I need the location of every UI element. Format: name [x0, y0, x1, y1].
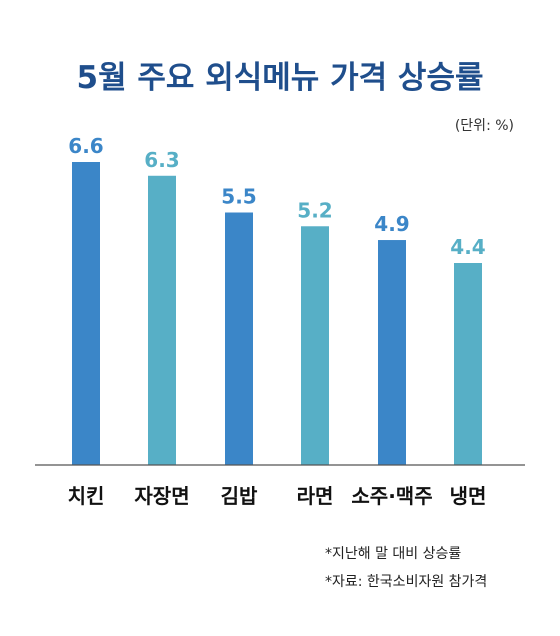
bar-2	[225, 212, 253, 465]
category-label-5: 냉면	[450, 484, 487, 508]
value-label-4: 4.9	[374, 212, 409, 236]
value-label-1: 6.3	[144, 148, 179, 172]
category-label-0: 치킨	[68, 484, 105, 508]
category-label-2: 김밥	[221, 484, 258, 508]
bar-4	[378, 240, 406, 465]
value-label-0: 6.6	[68, 134, 103, 158]
value-label-2: 5.5	[221, 185, 256, 209]
footnote-basis: *지난해 말 대비 상승률	[325, 546, 462, 562]
category-label-3: 라면	[297, 484, 334, 508]
category-label-1: 자장면	[134, 484, 189, 508]
bar-3	[301, 226, 329, 465]
unit-label: (단위: %)	[454, 118, 514, 134]
value-label-5: 4.4	[450, 235, 485, 259]
chart-title: 5월 주요 외식메뉴 가격 상승률	[76, 60, 484, 96]
footnote-source: *자료: 한국소비자원 참가격	[325, 574, 488, 590]
bar-5	[454, 263, 482, 465]
value-label-3: 5.2	[297, 198, 332, 222]
bar-0	[72, 162, 100, 465]
category-label-4: 소주·맥주	[351, 484, 432, 508]
bar-1	[148, 175, 176, 466]
